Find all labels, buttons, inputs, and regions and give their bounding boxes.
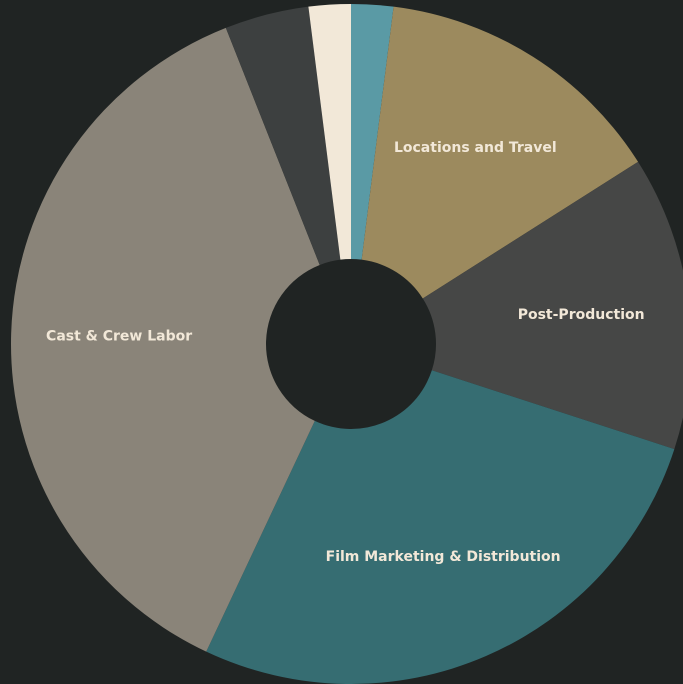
slice — [361, 6, 639, 299]
slice — [351, 4, 394, 260]
slice-label: Film Marketing & Distribution — [326, 549, 561, 565]
slice — [422, 161, 683, 450]
slice — [225, 6, 341, 265]
slice-label: Cast & Crew Labor — [46, 329, 192, 345]
slice — [206, 370, 675, 684]
slice — [308, 4, 351, 260]
slice-label: Post-Production — [518, 307, 645, 323]
slice — [10, 27, 320, 652]
slice-label: Locations and Travel — [394, 140, 557, 156]
